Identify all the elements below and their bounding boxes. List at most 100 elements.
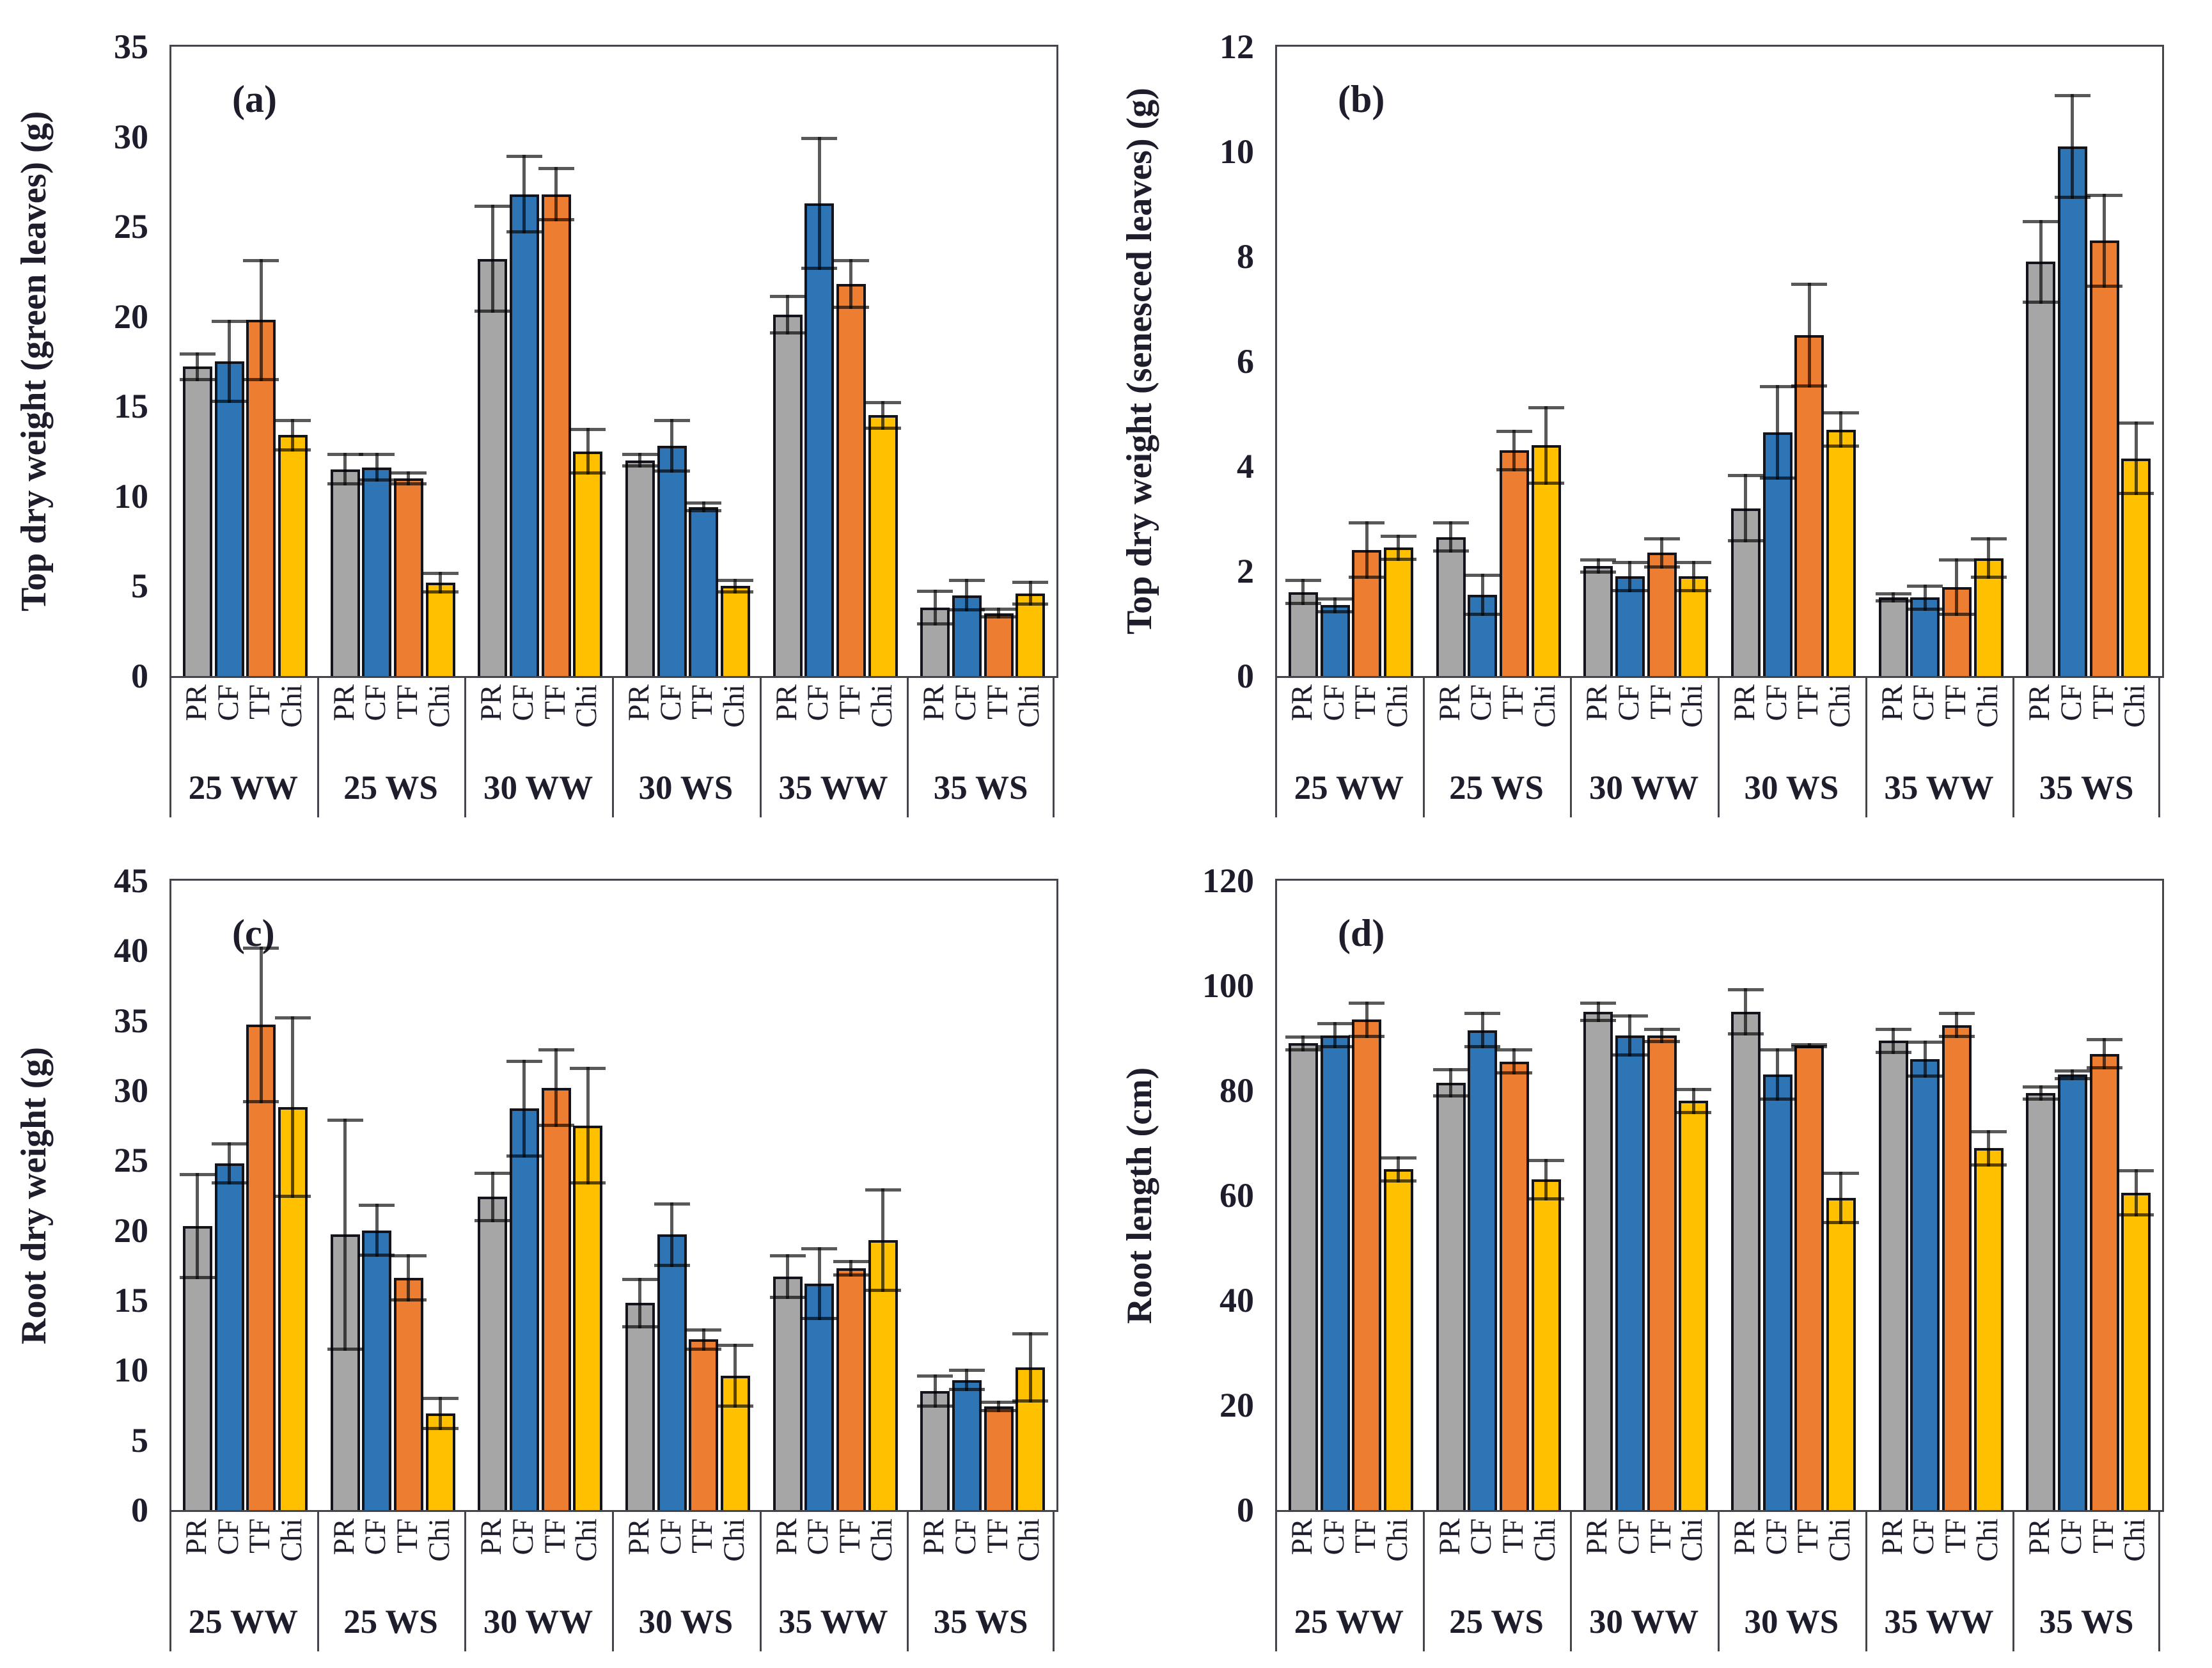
error-bar bbox=[1660, 1027, 1663, 1044]
treatment-label: PR bbox=[1875, 1518, 1909, 1555]
group-separator bbox=[1053, 678, 1055, 817]
treatment-label: PR bbox=[1432, 1518, 1466, 1555]
y-tick-label: 30 bbox=[114, 117, 148, 156]
error-bar-cap-bottom bbox=[1285, 602, 1321, 606]
error-bar-cap-top bbox=[1907, 584, 1943, 588]
error-bar bbox=[997, 608, 1000, 619]
treatment-label: PR bbox=[769, 1518, 803, 1555]
group-label: 30 WS bbox=[1744, 769, 1839, 806]
error-bar-cap-bottom bbox=[475, 1218, 511, 1222]
error-bar bbox=[733, 579, 737, 594]
bar bbox=[984, 1406, 1014, 1510]
error-bar-cap-top bbox=[980, 1401, 1017, 1404]
error-bar bbox=[291, 1016, 295, 1199]
error-bar bbox=[1955, 1012, 1959, 1038]
treatment-label: Chi bbox=[1012, 1518, 1046, 1562]
treatment-label: TF bbox=[390, 1518, 424, 1554]
chart-panel-a: Top dry weight (green leaves) (g) 0 5 10 15… bbox=[0, 0, 1106, 834]
treatment-label: CF bbox=[506, 1518, 540, 1555]
error-bar bbox=[439, 1396, 442, 1431]
group-separator bbox=[2012, 1512, 2015, 1651]
treatment-label: Chi bbox=[1675, 684, 1709, 728]
y-tick-label: 0 bbox=[131, 657, 148, 695]
bar bbox=[509, 1108, 539, 1510]
bar bbox=[1730, 1012, 1761, 1510]
chart-panel-d: Root length (cm) 0 20 40 60 80 100 120 (d) 25 … bbox=[1106, 834, 2212, 1668]
error-bar-cap-top bbox=[917, 590, 953, 594]
error-bar-cap-bottom bbox=[274, 448, 311, 452]
bars-layer bbox=[1277, 47, 2162, 676]
error-bar-cap-bottom bbox=[538, 1123, 574, 1127]
error-bar-cap-top bbox=[570, 428, 606, 432]
error-bar-cap-top bbox=[980, 608, 1017, 611]
group-separator bbox=[1718, 1512, 1720, 1651]
bar bbox=[952, 1380, 982, 1510]
error-bar-cap-top bbox=[243, 946, 279, 950]
treatment-label: PR bbox=[475, 1518, 508, 1555]
bar bbox=[1647, 553, 1677, 676]
error-bar-cap-top bbox=[211, 1142, 247, 1145]
bar bbox=[330, 469, 360, 676]
treatment-label: Chi bbox=[1380, 684, 1414, 728]
treatment-label: TF bbox=[538, 684, 572, 720]
group-separator bbox=[759, 1512, 762, 1651]
error-bar bbox=[1839, 411, 1843, 448]
error-bar-cap-bottom bbox=[1643, 1040, 1680, 1044]
treatment-label: TF bbox=[1791, 1518, 1825, 1554]
error-bar-cap-bottom bbox=[654, 1263, 690, 1267]
group-separator bbox=[464, 1512, 467, 1651]
bar bbox=[1320, 605, 1350, 676]
group-separator bbox=[1718, 678, 1720, 817]
error-bar-cap-bottom bbox=[506, 1154, 542, 1158]
error-bar-cap-bottom bbox=[865, 1288, 901, 1292]
error-bar-cap-top bbox=[1317, 597, 1353, 601]
group-label: 25 WS bbox=[343, 769, 438, 806]
bar bbox=[689, 1339, 719, 1510]
error-bar bbox=[2039, 219, 2043, 304]
treatment-label: TF bbox=[1496, 684, 1530, 720]
y-tick-label: 20 bbox=[1220, 1386, 1254, 1424]
error-bar-cap-bottom bbox=[211, 1181, 247, 1184]
error-bar-cap-bottom bbox=[327, 1347, 363, 1351]
error-bar bbox=[933, 1374, 937, 1408]
bar bbox=[773, 314, 803, 676]
treatment-label: CF bbox=[1907, 1518, 1941, 1555]
group-separator bbox=[169, 678, 171, 817]
treatment-label: PR bbox=[622, 684, 655, 721]
error-bar-cap-bottom bbox=[243, 1099, 279, 1103]
group-separator bbox=[612, 1512, 614, 1651]
plot-area: (b) bbox=[1275, 45, 2164, 678]
treatment-label: PR bbox=[1432, 684, 1466, 721]
error-bar bbox=[2103, 193, 2106, 288]
y-tick-label: 20 bbox=[114, 297, 148, 336]
error-bar-cap-top bbox=[1612, 560, 1648, 564]
treatment-label: Chi bbox=[274, 684, 308, 728]
error-bar-cap-bottom bbox=[274, 1195, 311, 1199]
error-bar-cap-bottom bbox=[1675, 588, 1712, 592]
error-bar-cap-top bbox=[1464, 574, 1501, 578]
error-bar-cap-bottom bbox=[1012, 602, 1049, 606]
error-bar-cap-bottom bbox=[1580, 570, 1617, 574]
treatment-label: CF bbox=[1759, 684, 1793, 721]
error-bar-cap-top bbox=[1012, 581, 1049, 584]
group-label: 25 WS bbox=[343, 1603, 438, 1640]
error-bar bbox=[407, 1254, 411, 1302]
treatment-label: CF bbox=[1464, 684, 1498, 721]
error-bar bbox=[1776, 1048, 1779, 1101]
error-bar bbox=[1544, 1158, 1548, 1201]
group-separator bbox=[612, 678, 614, 817]
error-bar-cap-top bbox=[570, 1066, 606, 1070]
error-bar bbox=[1301, 1035, 1305, 1051]
bar bbox=[214, 1163, 244, 1510]
error-bar bbox=[1449, 521, 1452, 553]
error-bar-cap-bottom bbox=[948, 608, 985, 611]
error-bar bbox=[1987, 1129, 1990, 1167]
y-tick-label: 12 bbox=[1220, 28, 1254, 66]
treatment-label: Chi bbox=[717, 1518, 751, 1562]
error-bar-cap-bottom bbox=[1528, 481, 1564, 485]
bar bbox=[804, 1283, 835, 1510]
error-bar-cap-top bbox=[1380, 534, 1416, 538]
treatment-label: CF bbox=[948, 684, 982, 721]
bar bbox=[1352, 1019, 1382, 1510]
